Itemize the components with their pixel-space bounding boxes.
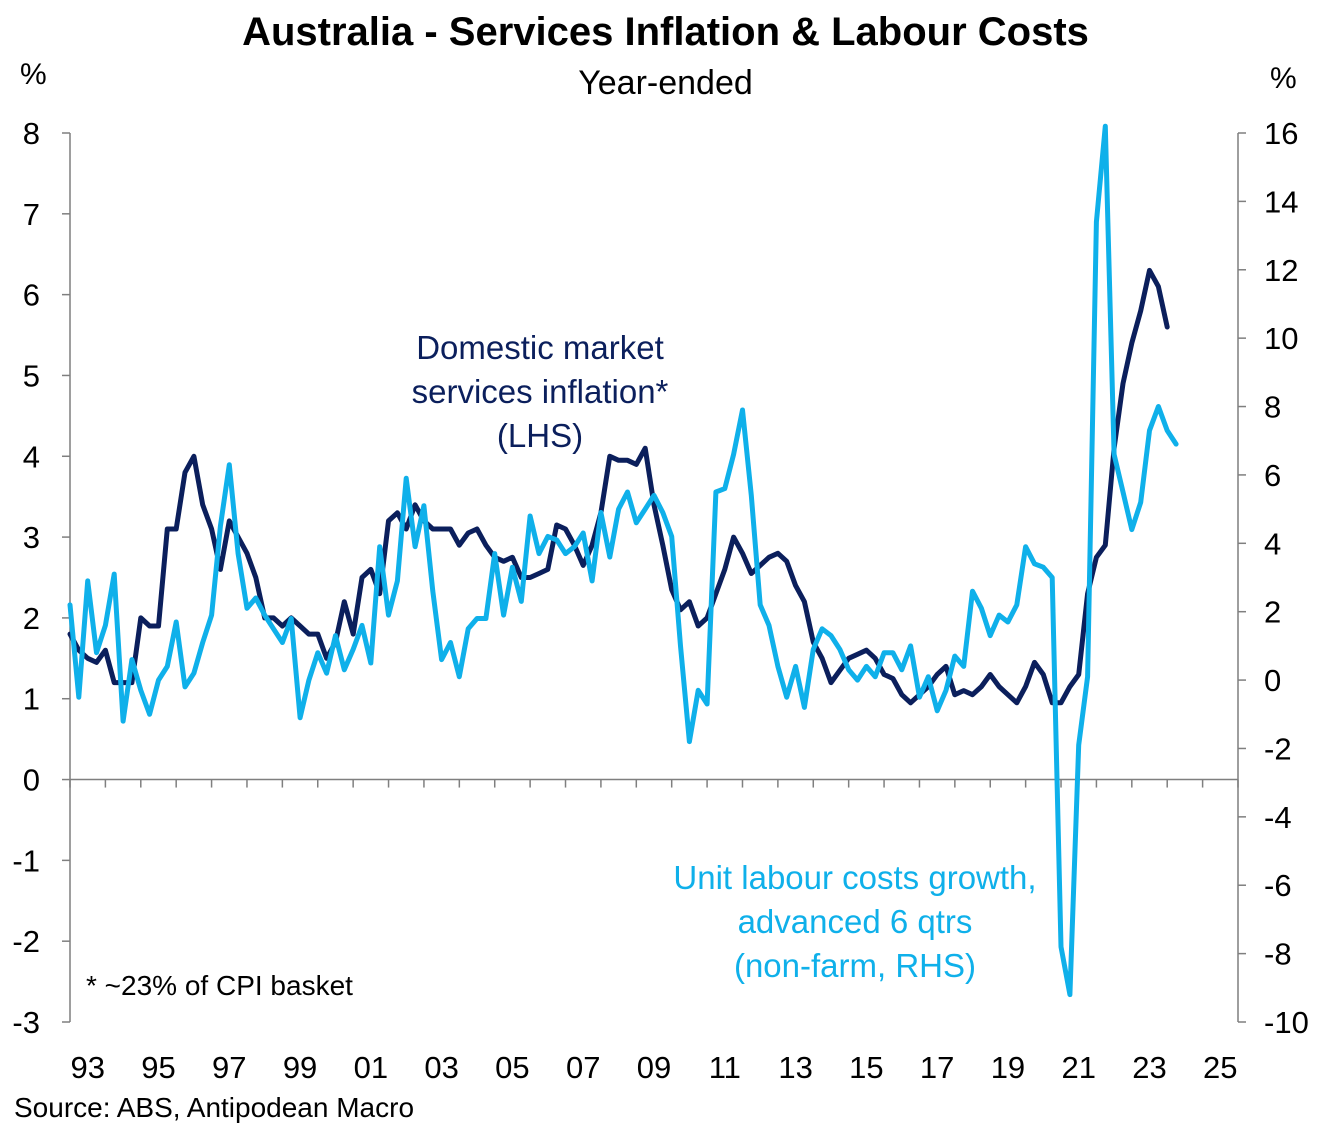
left-axis-tick-label: 7 <box>23 197 40 232</box>
x-axis-tick-label: 21 <box>1061 1050 1095 1085</box>
left-axis-tick-label: -1 <box>12 843 40 878</box>
x-axis-tick-label: 97 <box>212 1050 246 1085</box>
right-axis-tick-label: 8 <box>1264 390 1281 425</box>
series-line-unit-labour-costs <box>67 123 1179 998</box>
x-axis-tick-label: 23 <box>1132 1050 1166 1085</box>
right-axis-tick-label: 10 <box>1264 321 1298 356</box>
right-axis-tick-label: -10 <box>1264 1005 1309 1040</box>
right-axis-tick-label: -6 <box>1264 868 1292 903</box>
annotation-line: (non-farm, RHS) <box>733 947 977 984</box>
annotation-line: services inflation* <box>411 373 669 410</box>
right-axis-tick-label: 2 <box>1264 595 1281 630</box>
left-axis-tick-label: 1 <box>23 682 40 717</box>
annotation-line: Domestic market <box>416 329 664 366</box>
left-axis-unit: % <box>20 58 47 91</box>
annotation-line: (LHS) <box>496 417 584 454</box>
chart-subtitle: Year-ended <box>578 64 753 102</box>
footnote: * ~23% of CPI basket <box>86 970 353 1001</box>
x-axis-tick-label: 09 <box>637 1050 671 1085</box>
annotation-services-inflation: Domestic market services inflation* (LHS… <box>380 326 700 458</box>
left-axis-tick-label: 2 <box>23 601 40 636</box>
right-axis-tick-label: 4 <box>1264 526 1281 561</box>
annotation-line: advanced 6 qtrs <box>737 903 973 940</box>
left-axis-tick-label: 6 <box>23 278 40 313</box>
left-axis-tick-label: 4 <box>23 439 40 474</box>
chart-title: Australia - Services Inflation & Labour … <box>242 10 1089 54</box>
x-axis-tick-label: 19 <box>991 1050 1025 1085</box>
left-axis-tick-label: 0 <box>23 763 40 798</box>
annotation-line: Unit labour costs growth, <box>673 859 1037 896</box>
left-axis-tick-label: 8 <box>23 116 40 151</box>
right-axis-tick-label: 16 <box>1264 116 1298 151</box>
left-axis-tick-label: 5 <box>23 358 40 393</box>
x-axis-tick-label: 15 <box>849 1050 883 1085</box>
x-axis-tick-label: 99 <box>283 1050 317 1085</box>
x-axis-tick-label: 25 <box>1203 1050 1237 1085</box>
series-line-services-inflation <box>67 267 1170 706</box>
right-axis-tick-label: 14 <box>1264 184 1298 219</box>
right-axis-unit: % <box>1270 62 1297 95</box>
x-axis-tick-label: 13 <box>778 1050 812 1085</box>
x-axis-tick-label: 01 <box>354 1050 388 1085</box>
x-axis-tick-label: 11 <box>709 1050 741 1085</box>
right-axis-tick-label: 12 <box>1264 253 1298 288</box>
left-axis-tick-label: 3 <box>23 520 40 555</box>
x-axis-tick-label: 93 <box>70 1050 104 1085</box>
right-axis-tick-label: -2 <box>1264 731 1292 766</box>
x-axis-tick-label: 95 <box>141 1050 175 1085</box>
right-axis-tick-label: 6 <box>1264 458 1281 493</box>
x-axis-tick-label: 05 <box>495 1050 529 1085</box>
left-axis-tick-label: -2 <box>12 924 40 959</box>
left-axis-tick-label: -3 <box>12 1005 40 1040</box>
annotation-unit-labour-costs: Unit labour costs growth, advanced 6 qtr… <box>630 856 1080 988</box>
x-axis-tick-label: 07 <box>566 1050 600 1085</box>
x-axis-tick-label: 03 <box>424 1050 458 1085</box>
source-note: Source: ABS, Antipodean Macro <box>14 1092 415 1123</box>
right-axis-tick-label: -8 <box>1264 937 1292 972</box>
x-axis-tick-label: 17 <box>920 1050 954 1085</box>
right-axis-tick-label: -4 <box>1264 800 1292 835</box>
right-axis-tick-label: 0 <box>1264 663 1281 698</box>
